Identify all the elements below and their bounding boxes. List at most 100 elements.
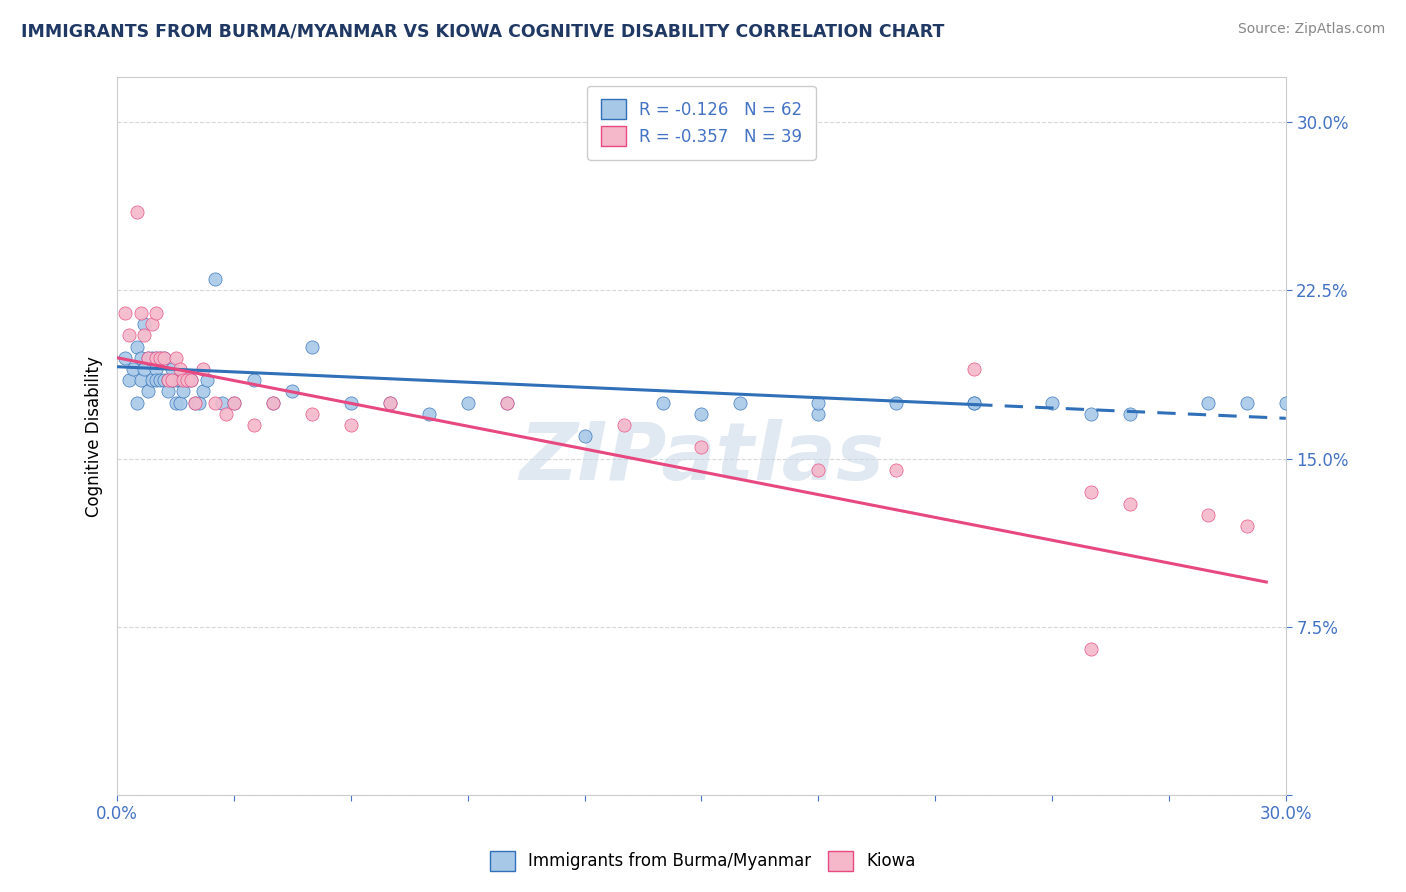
- Point: [114, 351, 136, 365]
- Point: [1274, 395, 1296, 409]
- Point: [340, 395, 363, 409]
- Point: [574, 429, 596, 443]
- Point: [204, 395, 226, 409]
- Point: [262, 395, 284, 409]
- Point: [281, 384, 304, 399]
- Legend: Immigrants from Burma/Myanmar, Kiowa: Immigrants from Burma/Myanmar, Kiowa: [482, 842, 924, 880]
- Text: IMMIGRANTS FROM BURMA/MYANMAR VS KIOWA COGNITIVE DISABILITY CORRELATION CHART: IMMIGRANTS FROM BURMA/MYANMAR VS KIOWA C…: [21, 22, 945, 40]
- Text: ZIPatlas: ZIPatlas: [519, 418, 884, 497]
- Point: [807, 395, 830, 409]
- Point: [118, 328, 141, 343]
- Point: [1197, 508, 1219, 522]
- Point: [1119, 496, 1142, 510]
- Point: [149, 373, 172, 387]
- Point: [149, 351, 172, 365]
- Point: [301, 407, 323, 421]
- Point: [495, 395, 517, 409]
- Point: [188, 395, 211, 409]
- Point: [153, 373, 176, 387]
- Point: [690, 407, 713, 421]
- Point: [125, 340, 148, 354]
- Point: [138, 351, 160, 365]
- Point: [165, 351, 187, 365]
- Point: [963, 395, 986, 409]
- Point: [141, 351, 163, 365]
- Point: [180, 373, 202, 387]
- Point: [160, 373, 183, 387]
- Point: [121, 362, 143, 376]
- Point: [134, 317, 156, 331]
- Point: [195, 373, 218, 387]
- Point: [340, 418, 363, 433]
- Point: [730, 395, 752, 409]
- Point: [129, 351, 152, 365]
- Point: [145, 351, 167, 365]
- Point: [156, 373, 179, 387]
- Point: [149, 351, 172, 365]
- Point: [153, 351, 176, 365]
- Point: [963, 362, 986, 376]
- Text: Source: ZipAtlas.com: Source: ZipAtlas.com: [1237, 22, 1385, 37]
- Point: [176, 373, 198, 387]
- Point: [134, 328, 156, 343]
- Point: [301, 340, 323, 354]
- Point: [242, 373, 264, 387]
- Point: [160, 362, 183, 376]
- Point: [165, 395, 187, 409]
- Point: [690, 441, 713, 455]
- Point: [172, 384, 194, 399]
- Point: [184, 395, 207, 409]
- Point: [211, 395, 233, 409]
- Point: [145, 373, 167, 387]
- Point: [169, 373, 191, 387]
- Point: [160, 373, 183, 387]
- Point: [180, 373, 202, 387]
- Point: [134, 362, 156, 376]
- Point: [222, 395, 245, 409]
- Point: [156, 373, 179, 387]
- Point: [125, 395, 148, 409]
- Point: [129, 373, 152, 387]
- Point: [184, 395, 207, 409]
- Point: [169, 395, 191, 409]
- Point: [1236, 395, 1258, 409]
- Point: [378, 395, 401, 409]
- Point: [457, 395, 479, 409]
- Point: [262, 395, 284, 409]
- Point: [222, 395, 245, 409]
- Legend: R = -0.126   N = 62, R = -0.357   N = 39: R = -0.126 N = 62, R = -0.357 N = 39: [588, 86, 815, 160]
- Point: [495, 395, 517, 409]
- Point: [141, 373, 163, 387]
- Point: [145, 351, 167, 365]
- Point: [156, 384, 179, 399]
- Point: [176, 373, 198, 387]
- Point: [418, 407, 440, 421]
- Point: [145, 306, 167, 320]
- Point: [1080, 485, 1102, 500]
- Point: [114, 306, 136, 320]
- Point: [125, 205, 148, 219]
- Point: [138, 384, 160, 399]
- Point: [169, 362, 191, 376]
- Point: [651, 395, 673, 409]
- Point: [1080, 642, 1102, 657]
- Point: [165, 373, 187, 387]
- Point: [153, 351, 176, 365]
- Point: [242, 418, 264, 433]
- Point: [141, 317, 163, 331]
- Point: [1080, 407, 1102, 421]
- Point: [378, 395, 401, 409]
- Point: [215, 407, 238, 421]
- Point: [204, 272, 226, 286]
- Point: [884, 395, 907, 409]
- Point: [138, 351, 160, 365]
- Point: [807, 463, 830, 477]
- Point: [145, 362, 167, 376]
- Point: [1040, 395, 1063, 409]
- Y-axis label: Cognitive Disability: Cognitive Disability: [86, 356, 103, 516]
- Point: [1236, 519, 1258, 533]
- Point: [129, 306, 152, 320]
- Point: [191, 384, 214, 399]
- Point: [118, 373, 141, 387]
- Point: [963, 395, 986, 409]
